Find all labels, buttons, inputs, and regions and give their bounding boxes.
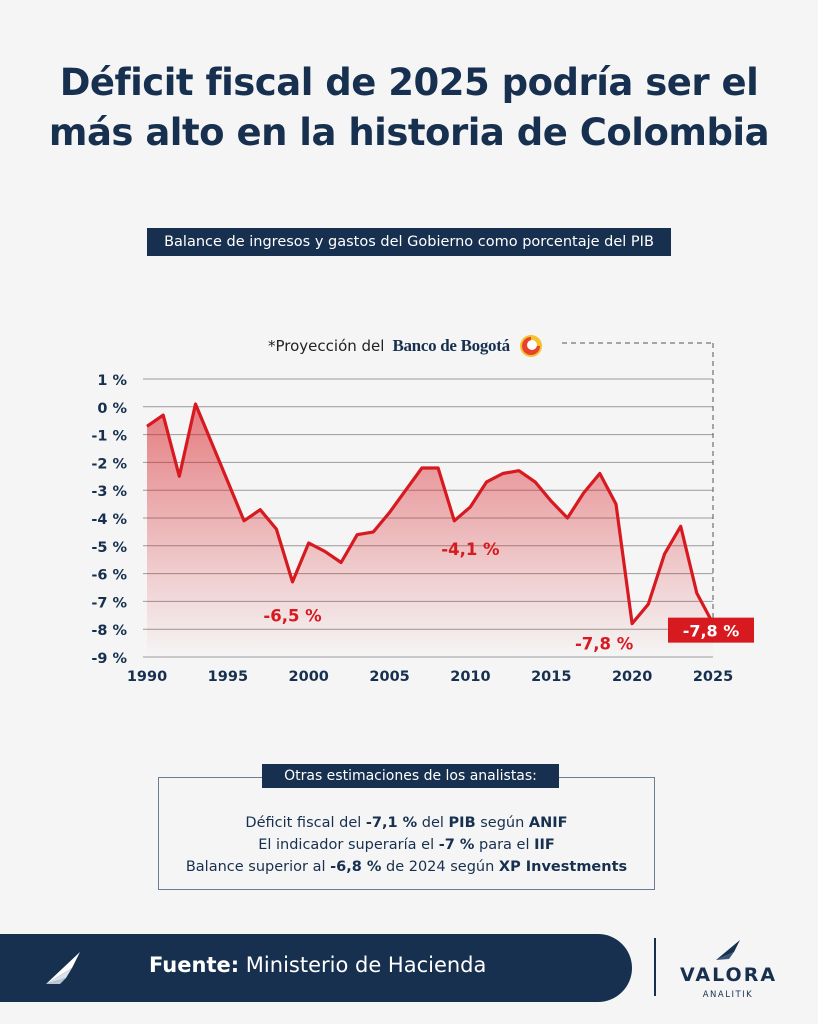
data-label: -7,8 %: [575, 635, 634, 654]
brand-subname: ANALITIK: [702, 990, 754, 1000]
source-value: Ministerio de Hacienda: [239, 953, 487, 977]
y-tick-label: -4 %: [91, 512, 127, 528]
chart-subtitle: Balance de ingresos y gastos del Gobiern…: [147, 228, 671, 256]
x-tick-label: 2025: [693, 669, 733, 685]
y-tick-label: -9 %: [91, 651, 127, 667]
y-tick-label: -3 %: [91, 484, 127, 500]
title-line-2: más alto en la historia de Colombia: [48, 111, 770, 154]
data-label: -6,5 %: [263, 607, 322, 626]
estimates-heading: Otras estimaciones de los analistas:: [262, 764, 559, 788]
footer-band: [0, 934, 632, 1002]
estimate-xp: Balance superior al -6,8 % de 2024 según…: [185, 859, 628, 875]
x-tick-label: 2000: [289, 669, 329, 685]
projection-note: *Proyección del Banco de Bogotá: [268, 333, 544, 359]
banco-de-bogota-logo-icon: [519, 335, 542, 357]
title-line-1: Déficit fiscal de 2025 podría ser el: [59, 61, 759, 104]
y-tick-label: -5 %: [91, 540, 127, 556]
x-tick-label: 2010: [450, 669, 490, 685]
data-annotations: -6,5 % -4,1 % -7,8 % -7,8 %: [263, 540, 754, 654]
data-label-highlight: -7,8 %: [683, 622, 740, 641]
source-note: Fuente: Ministerio de Hacienda: [149, 953, 486, 977]
series-line: [146, 402, 715, 626]
data-label: -4,1 %: [441, 540, 500, 559]
fiscal-balance-chart: 1 % 0 % -1 % -2 % -3 % -4 % -5 % -6 % -7 % -8 % -9…: [91, 342, 754, 685]
x-tick-label: 1990: [127, 669, 167, 685]
projection-text: *Proyección del: [268, 337, 385, 355]
brand-name: VALORA: [680, 964, 778, 986]
page-title: Déficit fiscal de 2025 podría ser el más…: [0, 58, 818, 158]
valora-wing-icon: [46, 952, 80, 984]
highlight-badge: [668, 617, 754, 643]
y-tick-label: -2 %: [91, 456, 127, 472]
y-tick-label: -1 %: [91, 429, 127, 445]
estimate-anif: Déficit fiscal del -7,1 % del PIB según …: [245, 815, 568, 831]
valora-logo-icon: [716, 940, 740, 960]
x-tick-label: 2015: [531, 669, 571, 685]
y-tick-label: -8 %: [91, 623, 127, 639]
x-tick-label: 2020: [612, 669, 652, 685]
y-tick-label: -6 %: [91, 568, 127, 584]
y-tick-label: 1 %: [97, 373, 127, 389]
footer-divider: [654, 938, 656, 996]
y-tick-label: -7 %: [91, 595, 127, 611]
area-fill: [147, 404, 713, 657]
x-tick-label: 1995: [208, 669, 248, 685]
y-axis-ticks: 1 % 0 % -1 % -2 % -3 % -4 % -5 % -6 % -7 % -8 % -9…: [91, 373, 127, 667]
y-tick-label: 0 %: [97, 401, 127, 417]
x-axis-ticks: 1990 1995 2000 2005 2010 2015 2020 2025: [127, 669, 733, 685]
bank-name: Banco de Bogotá: [392, 336, 510, 355]
estimates-list: Déficit fiscal del -7,1 % del PIB según …: [158, 812, 655, 878]
estimate-iif: El indicador superaría el -7 % para el I…: [258, 837, 555, 853]
x-tick-label: 2005: [369, 669, 409, 685]
source-label: Fuente:: [149, 953, 240, 977]
